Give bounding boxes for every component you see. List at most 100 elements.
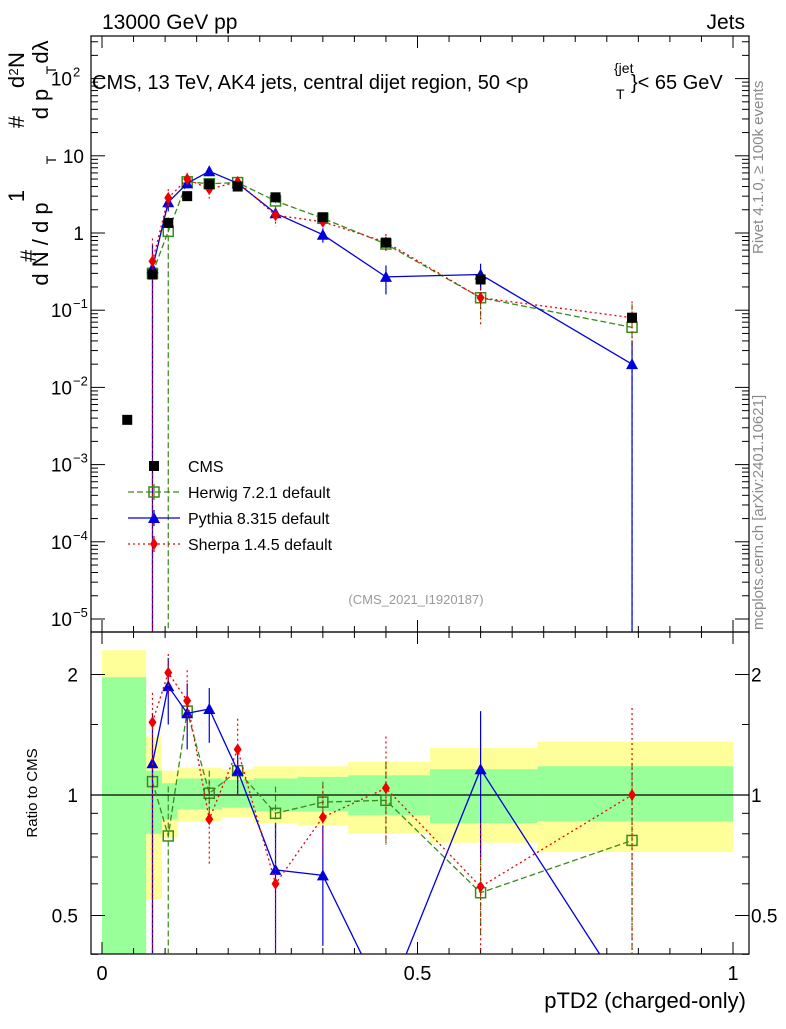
ylabel-dlambda: dλ — [28, 40, 53, 63]
x-tick-label: 0.5 — [404, 963, 432, 985]
cms-point — [317, 212, 328, 223]
ylabel-dp: d p — [28, 89, 53, 120]
legend-marker — [148, 486, 160, 498]
y-tick-label: 10 — [51, 70, 72, 91]
herwig-ratio-point — [162, 830, 175, 842]
herwig-ratio-point — [626, 834, 638, 847]
sherpa-ratio-point — [183, 694, 192, 707]
svg-text:{jet: {jet — [614, 60, 634, 76]
y-tick-exponent: −5 — [73, 605, 88, 620]
sherpa-ratio-point — [628, 789, 637, 801]
ratio-band-green — [146, 770, 162, 834]
pythia-point — [379, 270, 392, 282]
ratio-band-green — [430, 769, 538, 824]
side-rivet: Rivet 4.1.0, ≥ 100k events — [750, 81, 767, 254]
pythia-ratio-point — [474, 763, 487, 775]
sherpa-ratio-point — [164, 666, 173, 679]
ratio-y-tick-label-right: 2 — [751, 666, 762, 687]
legend: CMS Herwig 7.2.1 default Pythia 8.315 defa… — [128, 459, 333, 554]
cms-point — [182, 191, 193, 202]
herwig-line — [151, 181, 633, 328]
y-tick-label: 1 — [73, 224, 84, 245]
svg-text:dλ: dλ — [28, 40, 53, 63]
pythia-ratio-line — [151, 684, 601, 954]
sherpa-point — [164, 191, 173, 204]
pythia-point — [316, 228, 329, 240]
y-tick-exponent: −3 — [73, 451, 88, 466]
cms-point — [270, 192, 281, 203]
legend-marker — [148, 512, 160, 523]
ylabel-dn: d N / d p — [28, 202, 53, 285]
svg-text:1: 1 — [4, 190, 29, 202]
svg-text:2: 2 — [6, 68, 21, 75]
cms-point — [232, 181, 243, 192]
main-series — [122, 165, 639, 632]
ratio-band-green — [102, 677, 147, 954]
chart-title: CMS, 13 TeV, AK4 jets, central dijet reg… — [92, 60, 723, 102]
y-tick-exponent: −2 — [73, 373, 88, 388]
pythia-ratio-point — [146, 757, 159, 769]
ratio-band-green — [161, 783, 178, 820]
x-axis-label: pTD2 (charged-only) — [544, 988, 746, 1013]
ratio-plot-frame — [90, 631, 750, 955]
pythia-point — [203, 165, 216, 177]
y-tick-label: 10 — [63, 147, 84, 168]
ratio-y-label: Ratio to CMS — [24, 748, 41, 837]
pythia-ratio-point — [316, 869, 329, 881]
sherpa-ratio-line — [151, 671, 633, 888]
pythia-ratio-point — [203, 702, 216, 714]
sherpa-ratio-point — [476, 880, 485, 893]
x-tick-label: 0 — [96, 963, 107, 985]
sherpa-point — [271, 209, 280, 222]
legend-marker — [149, 461, 159, 471]
herwig-ratio-point — [269, 807, 282, 820]
svg-text:d p: d p — [28, 89, 53, 120]
ratio-y-tick-label-right: 0.5 — [751, 907, 777, 928]
ratio-band-green — [177, 778, 197, 810]
sherpa-ratio-point — [148, 716, 157, 729]
svg-text:T: T — [616, 86, 625, 102]
svg-text:#: # — [16, 249, 41, 262]
y-tick-exponent: 2 — [73, 65, 80, 80]
ratio-y-tick-label-right: 1 — [751, 786, 762, 807]
legend-label: Pythia 8.315 default — [188, 511, 330, 528]
legend-label: CMS — [188, 459, 224, 476]
sherpa-ratio-point — [271, 877, 280, 890]
side-mcplots: mcplots.cern.ch [arXiv:2401.10621] — [750, 395, 767, 630]
pythia-point — [626, 358, 639, 370]
ratio-y-tick-label: 2 — [67, 666, 78, 687]
svg-text:}< 65 GeV: }< 65 GeV — [631, 72, 723, 94]
cms-point — [380, 237, 391, 248]
herwig-ratio-point — [380, 794, 392, 807]
ylabel-hash: # — [16, 249, 41, 262]
ratio-y-tick-label: 1 — [67, 786, 78, 807]
y-tick-label: 10 — [51, 533, 72, 554]
cms-point — [163, 217, 174, 228]
ylabel-hash2: # — [4, 115, 29, 128]
herwig-ratio-line — [151, 710, 633, 894]
header-right: Jets — [706, 11, 745, 34]
cms-point — [122, 414, 133, 425]
sherpa-point — [148, 255, 157, 268]
ylabel-d: d — [4, 76, 29, 88]
ylabel-t2: T — [43, 65, 59, 74]
legend-label: Herwig 7.2.1 default — [188, 485, 331, 502]
ratio-y-tick-label: 0.5 — [52, 907, 78, 928]
x-tick-label: 1 — [727, 963, 738, 985]
ratio-series — [146, 654, 638, 954]
y-axis-label: # d N / d p T 1 # d p T dλ d 2 N — [4, 40, 59, 285]
ratio-band-green — [537, 766, 733, 822]
y-tick-label: 10 — [51, 456, 72, 477]
y-tick-exponent: −1 — [73, 296, 88, 311]
pythia-line — [151, 170, 633, 365]
y-tick-exponent: −4 — [73, 528, 88, 543]
sherpa-point — [183, 173, 192, 186]
svg-text:N: N — [4, 52, 29, 68]
svg-text:d: d — [4, 76, 29, 88]
legend-marker — [150, 538, 158, 550]
svg-text:CMS, 13 TeV, AK4 jets, central: CMS, 13 TeV, AK4 jets, central dijet reg… — [92, 72, 528, 94]
title-sup: {jet — [614, 60, 634, 76]
svg-text:T: T — [43, 65, 59, 74]
